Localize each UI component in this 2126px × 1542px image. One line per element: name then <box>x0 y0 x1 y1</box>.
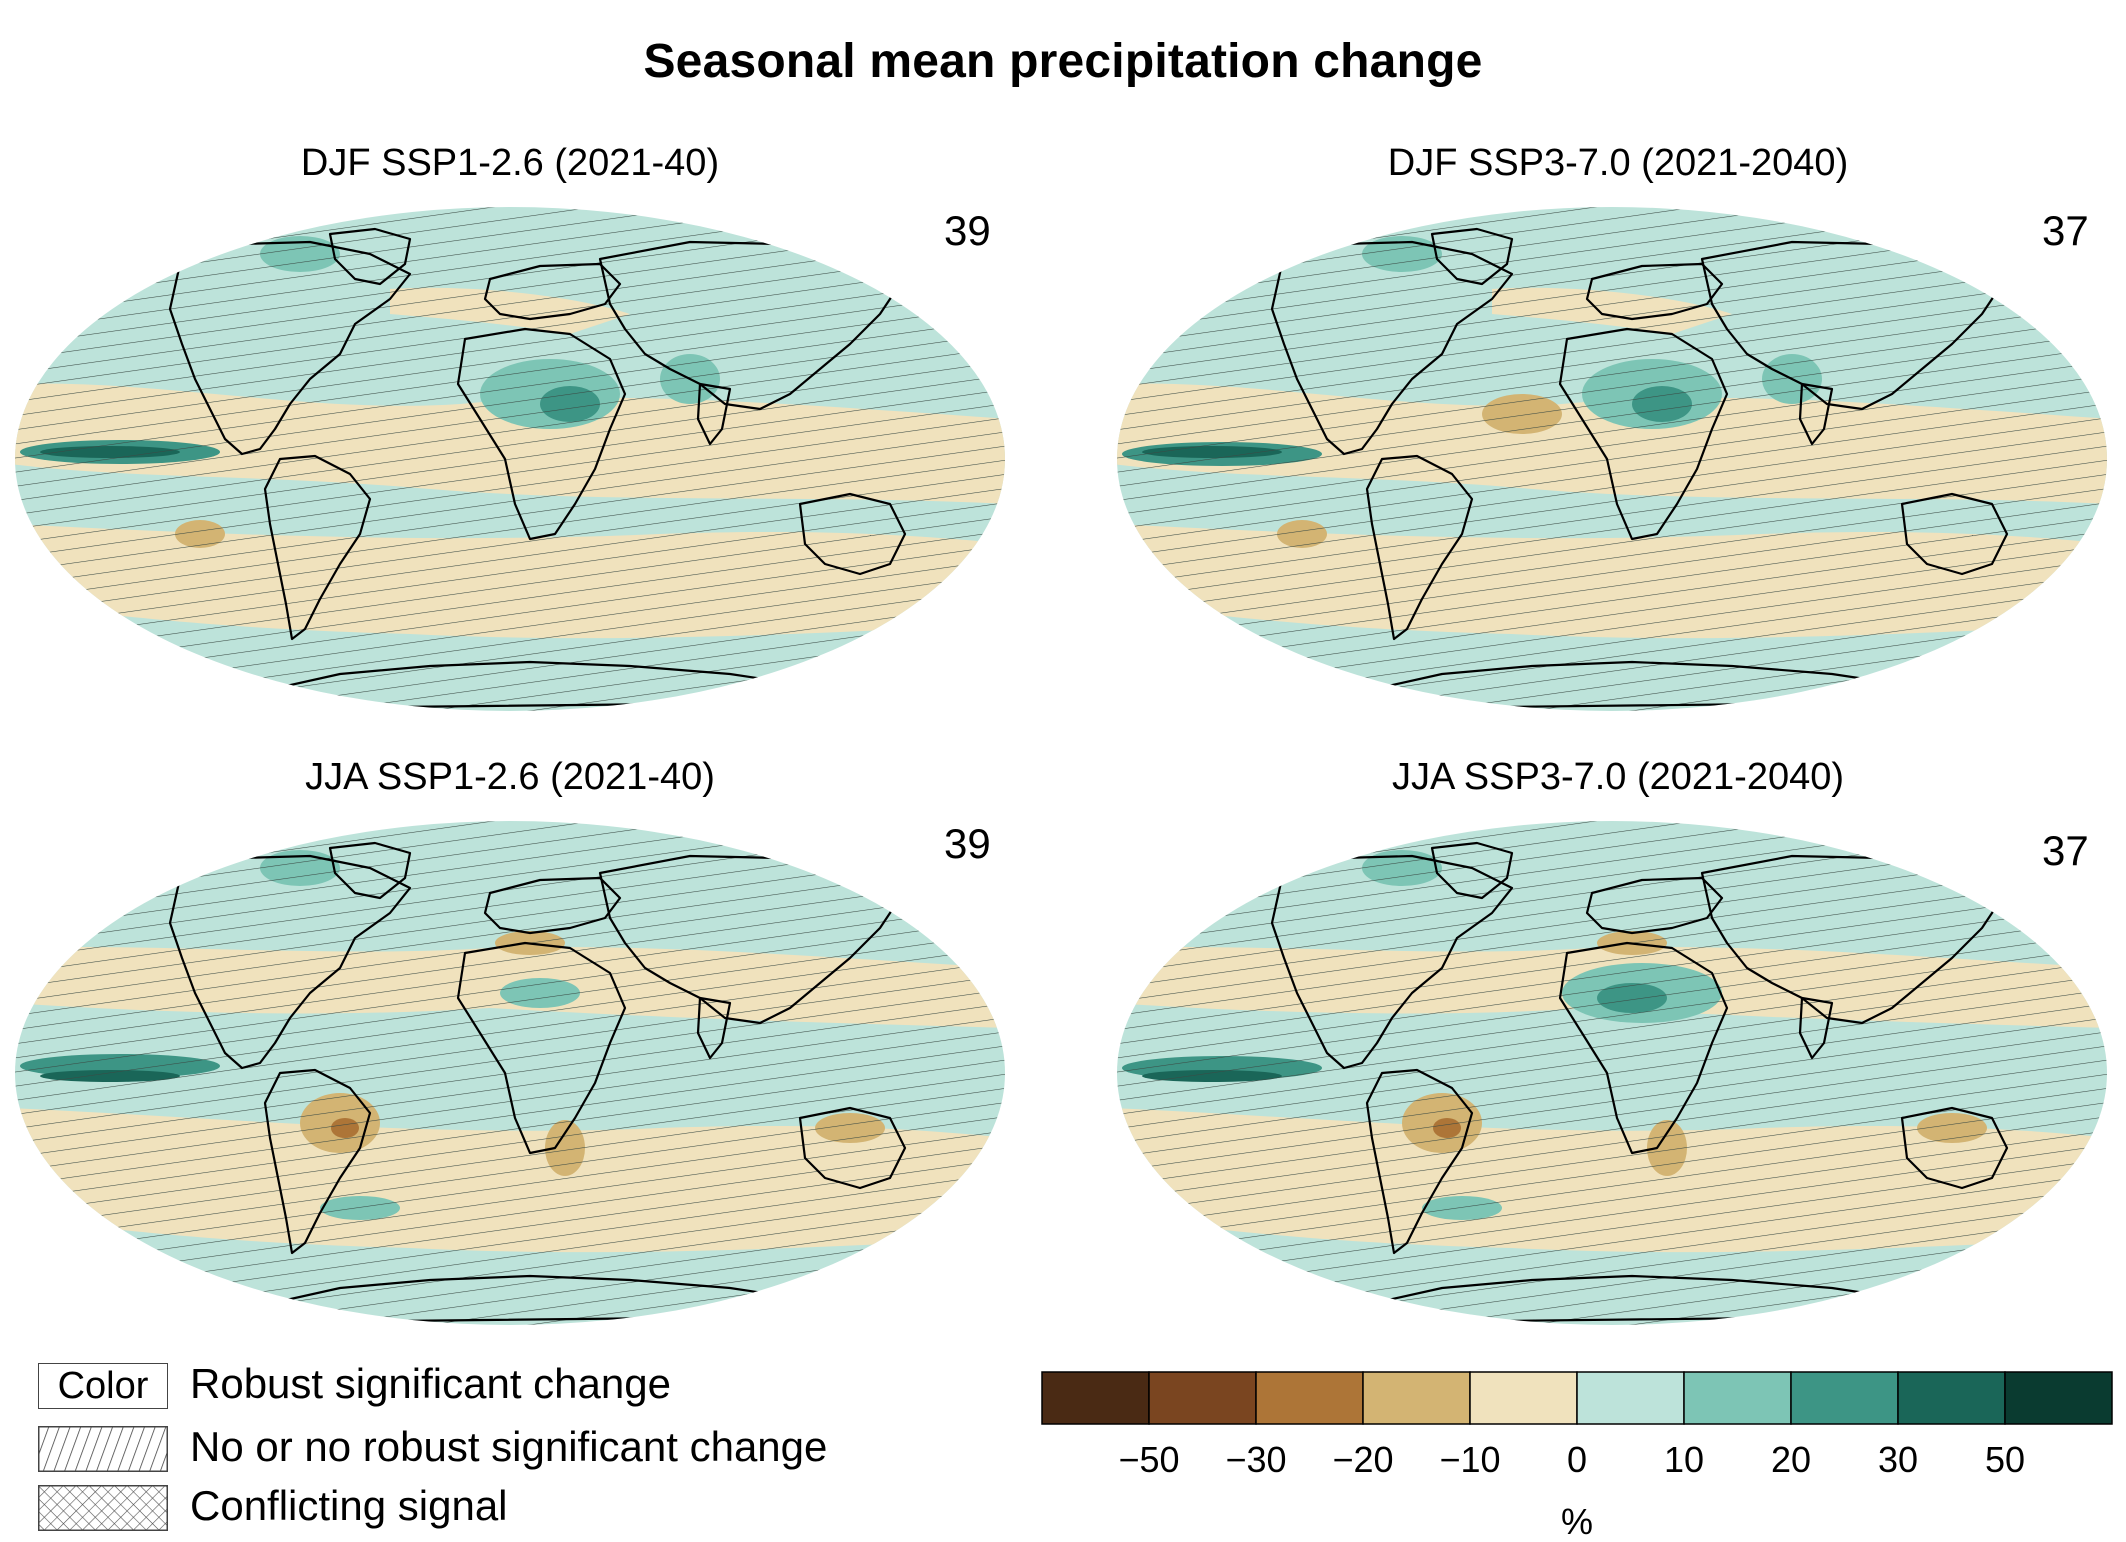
coastline-europe <box>1585 876 1724 935</box>
hatching-overlay <box>15 821 1005 1325</box>
hatching-overlay <box>1117 207 2107 711</box>
coastline-africa <box>1558 941 1729 1155</box>
colorbar-segment <box>2004 1371 2113 1425</box>
colorbar-segment <box>1469 1371 1578 1425</box>
coastline-australia <box>1900 1106 2009 1190</box>
coastline-africa <box>456 327 627 541</box>
coastline-india <box>696 382 732 446</box>
coastline-northAmerica <box>168 240 412 456</box>
coastline-northAmerica <box>1270 854 1514 1070</box>
coastline-antarctica <box>1310 660 1954 711</box>
coastline-antarctica <box>208 660 852 711</box>
coastline-australia <box>798 1106 907 1190</box>
model-count-djf-ssp370: 37 <box>2042 207 2089 254</box>
coastline-greenland <box>1430 227 1514 286</box>
panel-title-jja-ssp370: JJA SSP3-7.0 (2021-2040) <box>1391 756 1845 798</box>
model-count-jja-ssp370: 37 <box>2042 827 2089 874</box>
colorbar-tick-label: 0 <box>1567 1439 1587 1480</box>
coastline-africa <box>456 941 627 1155</box>
colorbar-tick-label: −10 <box>1439 1439 1500 1480</box>
colorbar-segment <box>1362 1371 1471 1425</box>
coastline-northAmerica <box>1270 240 1514 456</box>
legend-color-box: Color <box>38 1363 168 1409</box>
colorbar-segment <box>1041 1371 1150 1425</box>
colorbar-segment <box>1148 1371 1257 1425</box>
colorbar-tick-label: −20 <box>1332 1439 1393 1480</box>
coastline-india <box>696 996 732 1060</box>
map-djf-ssp126 <box>15 207 1005 711</box>
coastline-india <box>1798 996 1834 1060</box>
colorbar-unit: % <box>1561 1501 1593 1542</box>
panel-title-djf-ssp370: DJF SSP3-7.0 (2021-2040) <box>1387 142 1849 184</box>
panel-title-jja-ssp126: JJA SSP1-2.6 (2021-40) <box>305 756 715 798</box>
colorbar-segment <box>1790 1371 1899 1425</box>
colorbar-segment <box>1683 1371 1792 1425</box>
coastline-southAmerica <box>1365 454 1474 641</box>
coastline-africa <box>1558 327 1729 541</box>
figure-title: Seasonal mean precipitation change <box>643 35 1483 88</box>
coastline-northAmerica <box>168 854 412 1070</box>
coastline-india <box>1798 382 1834 446</box>
coastline-australia <box>798 492 907 576</box>
colorbar-segment <box>1897 1371 2006 1425</box>
legend-no-robust-label: No or no robust significant change <box>190 1423 828 1470</box>
map-jja-ssp126 <box>15 821 1005 1325</box>
coastline-antarctica <box>208 1274 852 1325</box>
legend-conflicting-label: Conflicting signal <box>190 1482 508 1529</box>
legend-conflicting-crosshatch-icon <box>38 1485 168 1531</box>
coastline-europe <box>483 262 622 321</box>
panel-title-djf-ssp126: DJF SSP1-2.6 (2021-40) <box>300 142 720 184</box>
model-count-djf-ssp126: 39 <box>944 207 991 254</box>
legend-no-robust-hatch-icon <box>38 1426 168 1472</box>
coastline-australia <box>1900 492 2009 576</box>
colorbar-segment <box>1255 1371 1364 1425</box>
hatching-overlay <box>15 207 1005 711</box>
colorbar-tick-label: 30 <box>1878 1439 1918 1480</box>
colorbar-tick-label: 20 <box>1771 1439 1811 1480</box>
coastline-southAmerica <box>263 454 372 641</box>
colorbar-tick-label: 50 <box>1985 1439 2025 1480</box>
coastline-antarctica <box>1310 1274 1954 1325</box>
coastline-greenland <box>328 841 412 900</box>
map-djf-ssp370 <box>1117 207 2107 711</box>
colorbar-tick-label: −30 <box>1225 1439 1286 1480</box>
coastline-europe <box>483 876 622 935</box>
coastline-europe <box>1585 262 1724 321</box>
colorbar-tick-label: 10 <box>1664 1439 1704 1480</box>
coastline-southAmerica <box>1365 1068 1474 1255</box>
map-jja-ssp370 <box>1117 821 2107 1325</box>
colorbar-tick-label: −50 <box>1118 1439 1179 1480</box>
coastline-greenland <box>1430 841 1514 900</box>
hatching-overlay <box>1117 821 2107 1325</box>
legend-robust-label: Robust significant change <box>190 1360 671 1407</box>
colorbar-segment <box>1576 1371 1685 1425</box>
coastline-southAmerica <box>263 1068 372 1255</box>
model-count-jja-ssp126: 39 <box>944 820 991 867</box>
coastline-greenland <box>328 227 412 286</box>
